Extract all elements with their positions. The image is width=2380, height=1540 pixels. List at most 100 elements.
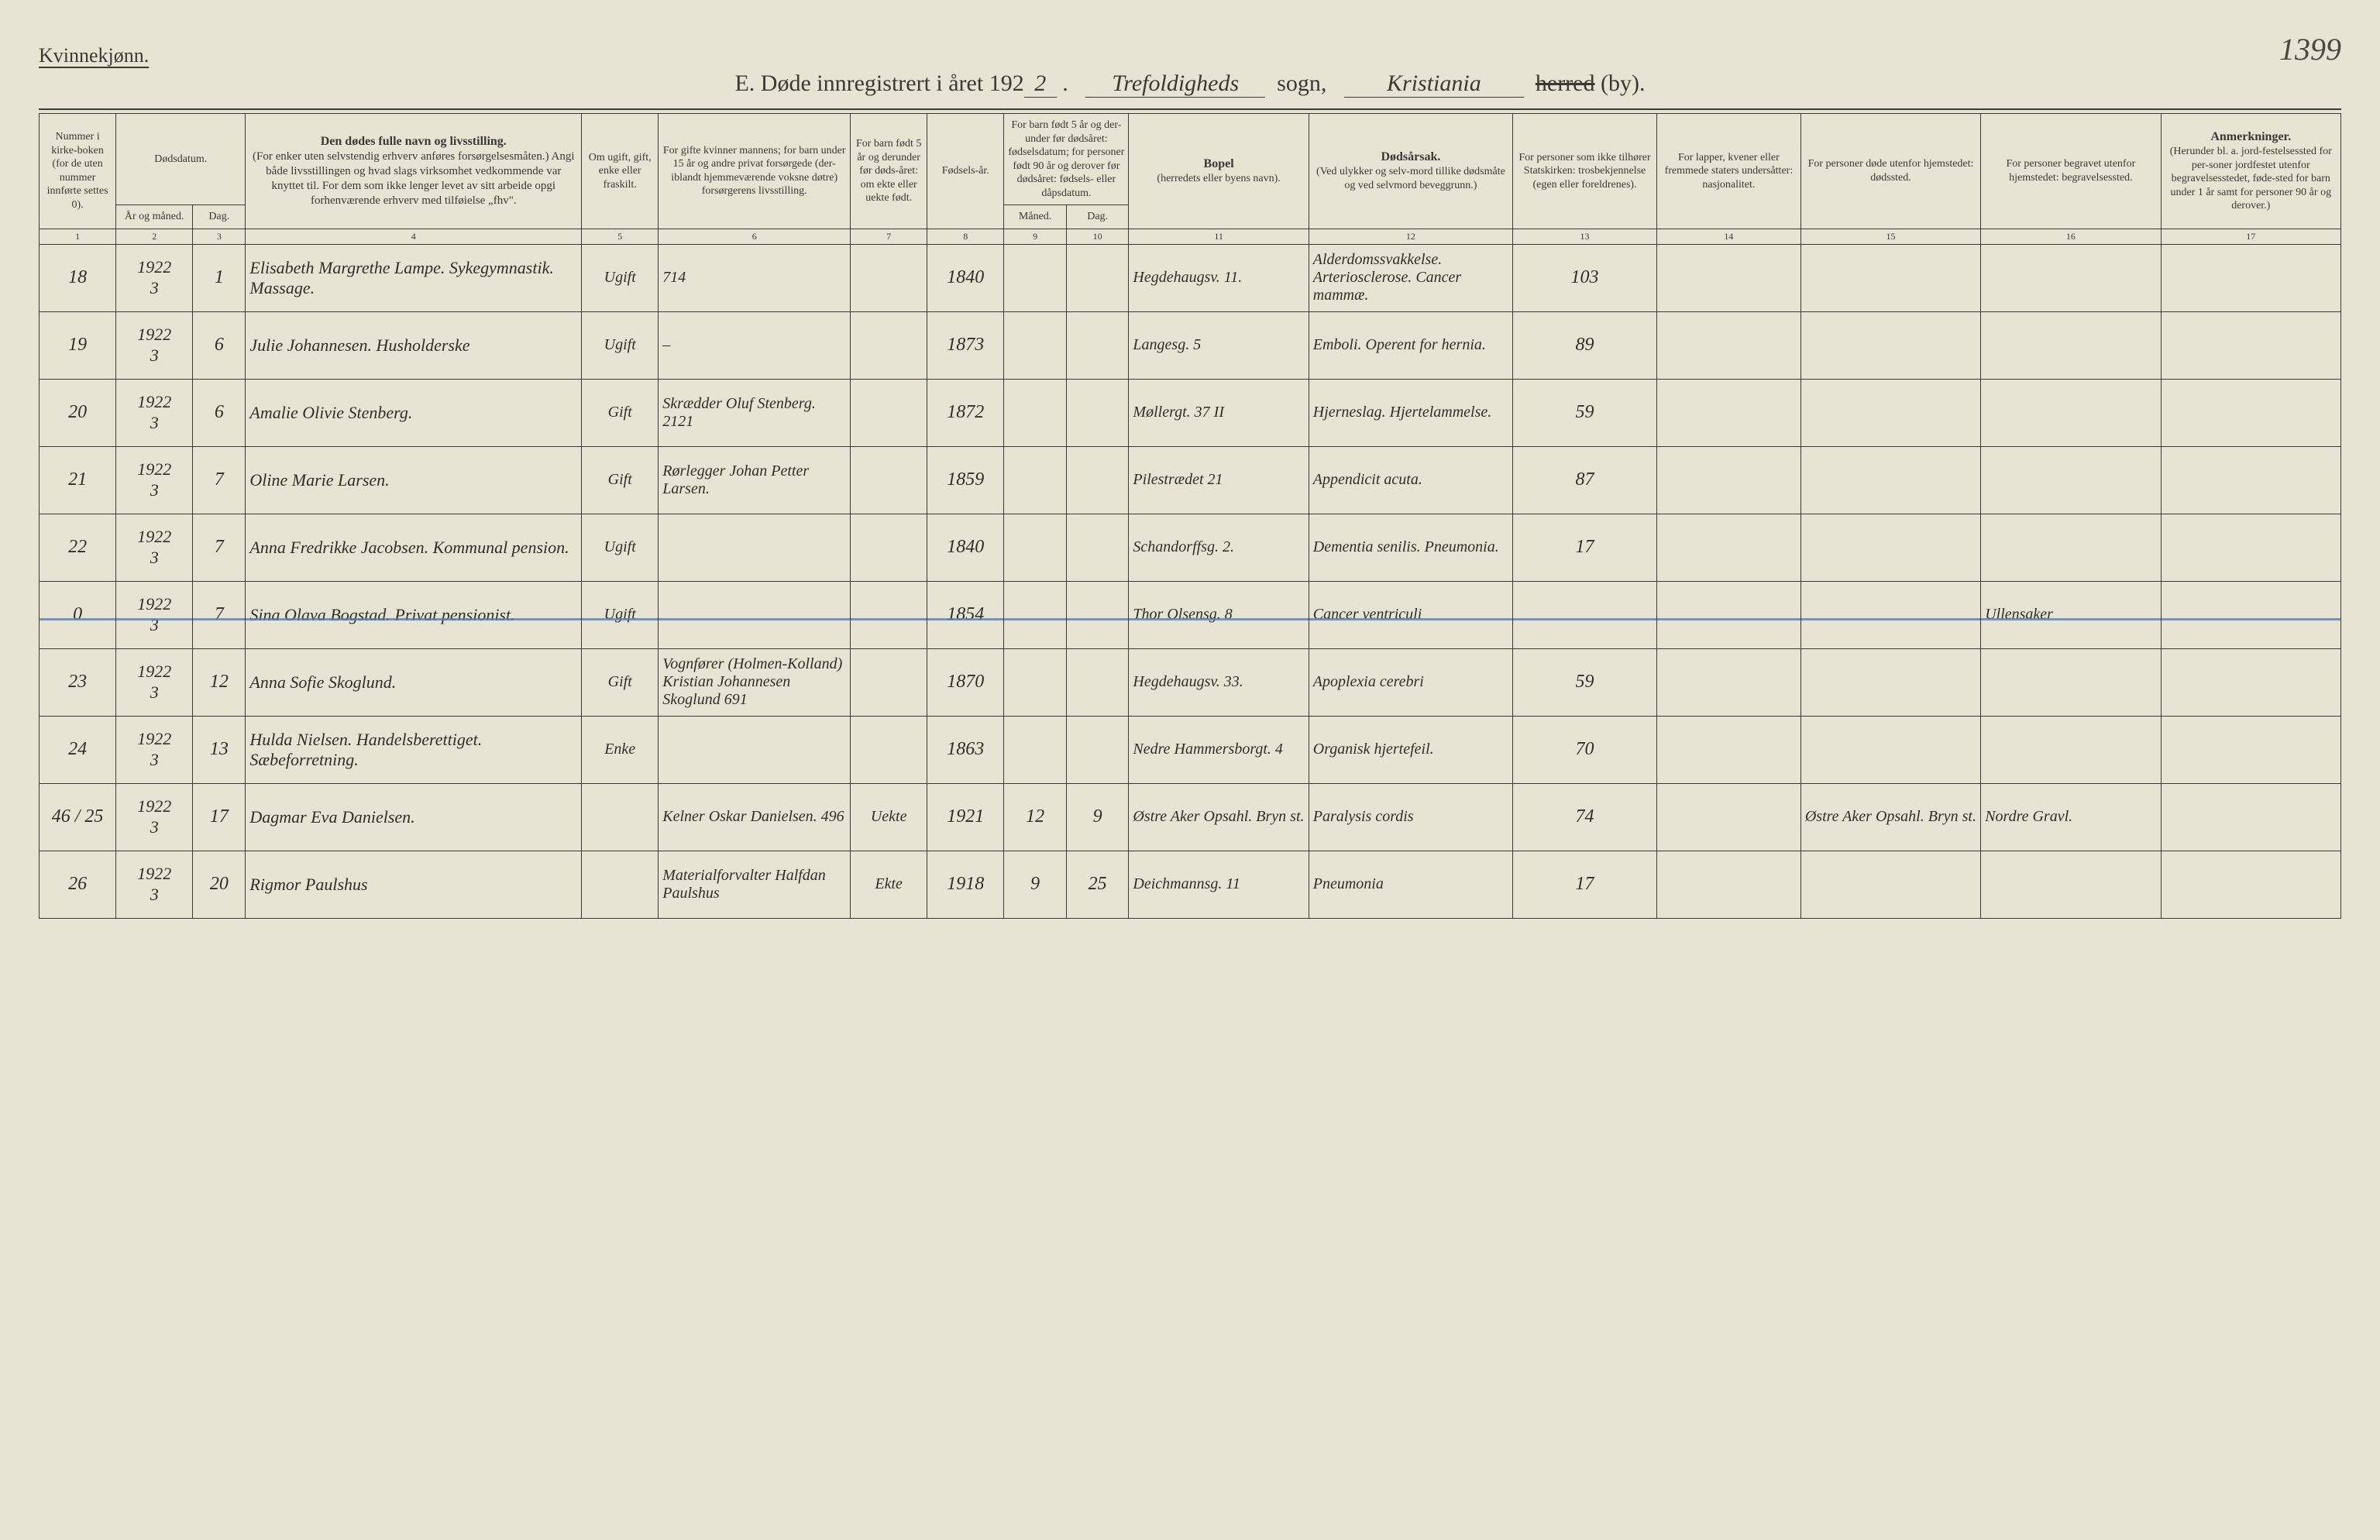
cell: Ugift <box>582 581 659 648</box>
herred-word: herred <box>1536 70 1595 96</box>
cell: 20 <box>193 851 246 918</box>
col-header-9a: Måned. <box>1004 205 1067 229</box>
cell <box>1066 244 1129 311</box>
cell <box>1656 514 1800 581</box>
cell: 19223 <box>116 379 193 446</box>
cell: Gift <box>582 648 659 716</box>
cell <box>1800 581 1980 648</box>
cell <box>1800 446 1980 514</box>
table-row: 20192236Amalie Olivie Stenberg.GiftSkræd… <box>40 379 2341 446</box>
cell <box>1656 446 1800 514</box>
cell: 1840 <box>927 514 1004 581</box>
cell: 1872 <box>927 379 1004 446</box>
col-header-9-top: For barn født 5 år og der-under før døds… <box>1004 114 1129 205</box>
cell <box>1981 716 2161 783</box>
table-row: 261922320Rigmor PaulshusMaterialforvalte… <box>40 851 2341 918</box>
cell: 19223 <box>116 581 193 648</box>
cell: Vognfører (Holmen-Kolland) Kristian Joha… <box>659 648 851 716</box>
cell: 20 <box>40 379 116 446</box>
cell <box>2161 581 2340 648</box>
cell <box>1066 446 1129 514</box>
cell: 714 <box>659 244 851 311</box>
cell: Uekte <box>851 783 927 851</box>
col-header-2a: År og måned. <box>116 205 193 229</box>
cell: Amalie Olivie Stenberg. <box>246 379 582 446</box>
cell: Pneumonia <box>1309 851 1512 918</box>
cell: 59 <box>1513 648 1657 716</box>
cell <box>1981 514 2161 581</box>
table-row: 231922312Anna Sofie Skoglund.GiftVognfør… <box>40 648 2341 716</box>
cell: Gift <box>582 379 659 446</box>
cell: Møllergt. 37 II <box>1129 379 1309 446</box>
cell <box>2161 783 2340 851</box>
cell <box>1800 851 1980 918</box>
cell: Hulda Nielsen. Handelsberettiget. Sæbefo… <box>246 716 582 783</box>
cell <box>2161 716 2340 783</box>
cell: 7 <box>193 446 246 514</box>
cell: Cancer ventriculi <box>1309 581 1512 648</box>
title-parish: Trefoldigheds <box>1085 70 1265 98</box>
cell: Ugift <box>582 514 659 581</box>
cell: 1 <box>193 244 246 311</box>
cell: Organisk hjertefeil. <box>1309 716 1512 783</box>
colnum-12: 12 <box>1309 229 1512 244</box>
cell: 19223 <box>116 446 193 514</box>
colnum-3: 3 <box>193 229 246 244</box>
cell: Anna Sofie Skoglund. <box>246 648 582 716</box>
cell <box>1800 244 1980 311</box>
colnum-13: 13 <box>1513 229 1657 244</box>
cell <box>1004 244 1067 311</box>
cell: 9 <box>1004 851 1067 918</box>
cell: 17 <box>1513 514 1657 581</box>
cell <box>851 716 927 783</box>
cell: 17 <box>1513 851 1657 918</box>
colnum-2: 2 <box>116 229 193 244</box>
cell <box>851 379 927 446</box>
cell: Nedre Hammersborgt. 4 <box>1129 716 1309 783</box>
cell <box>1981 648 2161 716</box>
cell: Sina Olava Bogstad. Privat pensionist. <box>246 581 582 648</box>
cell <box>1800 311 1980 379</box>
divider <box>39 108 2341 110</box>
cell: Hegdehaugsv. 33. <box>1129 648 1309 716</box>
table-row: 22192237Anna Fredrikke Jacobsen. Kommuna… <box>40 514 2341 581</box>
cell: Deichmannsg. 11 <box>1129 851 1309 918</box>
colnum-4: 4 <box>246 229 582 244</box>
col-header-17: Anmerkninger. (Herunder bl. a. jord-fest… <box>2161 114 2340 229</box>
cell <box>1981 379 2161 446</box>
cell: 7 <box>193 514 246 581</box>
cell: 1870 <box>927 648 1004 716</box>
col-header-11-title: Bopel <box>1204 157 1234 170</box>
cell: Dagmar Eva Danielsen. <box>246 783 582 851</box>
cell <box>2161 851 2340 918</box>
cell <box>1066 379 1129 446</box>
cell: Gift <box>582 446 659 514</box>
cell <box>2161 648 2340 716</box>
title-district: Kristiania <box>1344 70 1524 98</box>
colnum-1: 1 <box>40 229 116 244</box>
cell: 9 <box>1066 783 1129 851</box>
cell <box>2161 244 2340 311</box>
cell <box>851 514 927 581</box>
cell: 74 <box>1513 783 1657 851</box>
cell: Østre Aker Opsahl. Bryn st. <box>1800 783 1980 851</box>
cell <box>659 581 851 648</box>
cell: Ugift <box>582 311 659 379</box>
cell: 13 <box>193 716 246 783</box>
cell <box>1004 514 1067 581</box>
cell <box>1981 446 2161 514</box>
cell: 26 <box>40 851 116 918</box>
cell: Julie Johannesen. Husholderske <box>246 311 582 379</box>
cell <box>1656 379 1800 446</box>
cell <box>1981 851 2161 918</box>
cell: 19223 <box>116 716 193 783</box>
cell: Dementia senilis. Pneumonia. <box>1309 514 1512 581</box>
cell <box>1981 311 2161 379</box>
cell: Skrædder Oluf Stenberg. 2121 <box>659 379 851 446</box>
colnum-11: 11 <box>1129 229 1309 244</box>
cell <box>1800 716 1980 783</box>
cell: 23 <box>40 648 116 716</box>
cell: Hjerneslag. Hjertelammelse. <box>1309 379 1512 446</box>
cell <box>1004 716 1067 783</box>
cell: 1921 <box>927 783 1004 851</box>
